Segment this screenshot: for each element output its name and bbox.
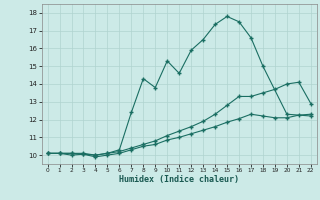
X-axis label: Humidex (Indice chaleur): Humidex (Indice chaleur)	[119, 175, 239, 184]
